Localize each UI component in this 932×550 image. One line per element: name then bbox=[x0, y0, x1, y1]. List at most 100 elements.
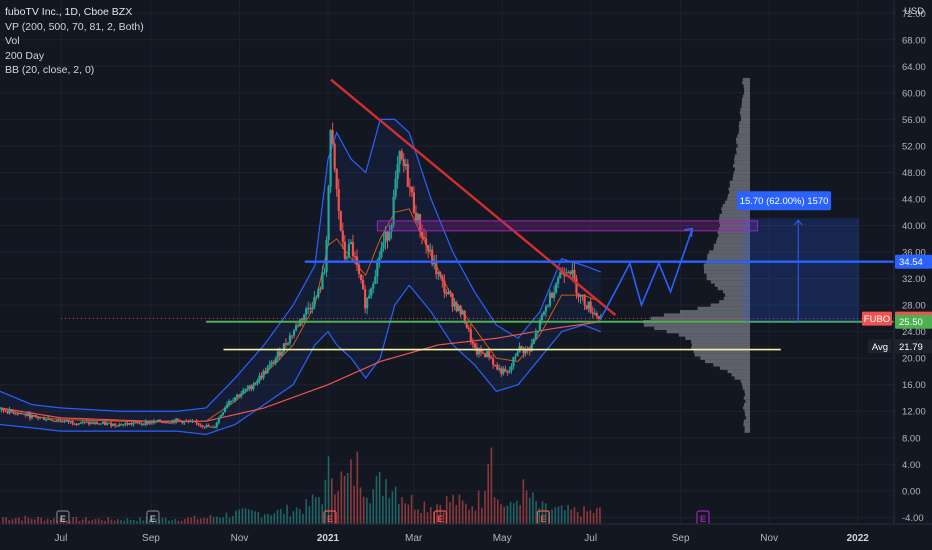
candle-body bbox=[55, 420, 58, 422]
profile-bar bbox=[725, 293, 750, 297]
profile-bar bbox=[743, 422, 750, 427]
volume-bar bbox=[583, 506, 585, 524]
profile-bar bbox=[744, 91, 750, 95]
candle-body bbox=[349, 242, 353, 245]
legend-vp[interactable]: VP (200, 500, 70, 81, 2, Both) bbox=[5, 20, 144, 33]
volume-bar bbox=[85, 517, 87, 524]
candle-body bbox=[187, 421, 190, 423]
profile-bar bbox=[691, 343, 750, 347]
candle-body bbox=[221, 412, 225, 416]
profile-bar bbox=[718, 227, 750, 231]
candle-body bbox=[51, 419, 54, 422]
profile-bar bbox=[738, 124, 750, 128]
candle-body bbox=[130, 422, 133, 425]
candle-body bbox=[144, 421, 147, 425]
candle-body bbox=[252, 385, 255, 390]
profile-bar bbox=[743, 402, 750, 407]
candle-body bbox=[305, 308, 308, 315]
candle-body bbox=[339, 211, 342, 231]
candle-body bbox=[262, 371, 265, 378]
candle-body bbox=[266, 367, 269, 374]
volume-bar bbox=[477, 490, 480, 524]
volume-bar bbox=[81, 519, 84, 524]
candle-body bbox=[4, 410, 7, 412]
profile-bar bbox=[729, 180, 750, 185]
legend-symbol[interactable]: fuboTV Inc., 1D, Cboe BZX bbox=[5, 6, 133, 18]
volume-bar bbox=[276, 509, 279, 524]
candle-body bbox=[95, 422, 99, 425]
volume-bar bbox=[152, 520, 154, 524]
price-tag-value: 34.54 bbox=[899, 257, 923, 268]
price-axis: -4.00 0.00 4.00 8.00 12.00 16.00 20.00 24.00 28.… bbox=[862, 0, 932, 550]
candle-body bbox=[79, 422, 82, 424]
candle-body bbox=[128, 422, 131, 425]
candle-body bbox=[567, 271, 570, 273]
candle-body bbox=[286, 343, 290, 345]
candle-body bbox=[477, 348, 481, 355]
profile-bar bbox=[691, 339, 750, 344]
volume-bar bbox=[251, 510, 253, 524]
candle-body bbox=[487, 351, 491, 358]
candle-body bbox=[85, 421, 88, 423]
volume-bar bbox=[436, 504, 438, 524]
legend-volume[interactable]: Vol bbox=[5, 35, 20, 47]
volume-bar bbox=[203, 518, 205, 524]
profile-bar bbox=[654, 326, 750, 330]
volume-bar bbox=[139, 517, 141, 524]
profile-bar bbox=[733, 170, 750, 175]
candle-body bbox=[26, 413, 29, 416]
volume-bar bbox=[238, 509, 240, 524]
candle-body bbox=[561, 272, 564, 274]
candle-body bbox=[512, 357, 515, 366]
measure-box bbox=[743, 218, 860, 323]
volume-bar bbox=[343, 475, 346, 524]
candle-body bbox=[323, 271, 326, 274]
legend-bb[interactable]: BB (20, close, 2, 0) bbox=[5, 64, 95, 76]
candle-body bbox=[376, 260, 379, 277]
candle-body bbox=[30, 414, 34, 419]
volume-bar bbox=[177, 520, 180, 524]
profile-bar bbox=[721, 207, 750, 211]
price-tag-value: 25.50 bbox=[899, 317, 923, 328]
volume-bar bbox=[200, 518, 202, 524]
candle-body bbox=[152, 420, 155, 424]
earnings-label: E bbox=[540, 514, 546, 524]
profile-bar bbox=[706, 276, 750, 281]
volume-bar bbox=[557, 506, 560, 524]
candle-body bbox=[530, 343, 533, 352]
candle-body bbox=[329, 130, 332, 187]
candle-body bbox=[71, 421, 74, 424]
candle-body bbox=[418, 213, 422, 232]
profile-bar bbox=[685, 336, 750, 340]
candle-body bbox=[392, 196, 395, 225]
candle-body bbox=[120, 424, 123, 426]
volume-bar bbox=[525, 490, 528, 524]
candle-body bbox=[414, 212, 418, 223]
volume-bar bbox=[452, 494, 454, 524]
volume-bar bbox=[88, 520, 90, 524]
candle-body bbox=[583, 295, 586, 306]
profile-bar bbox=[736, 140, 750, 145]
profile-bar bbox=[729, 184, 750, 188]
candle-body bbox=[479, 348, 483, 353]
volume-bar bbox=[133, 520, 135, 524]
volume-bar bbox=[528, 497, 531, 524]
legend-200-day[interactable]: 200 Day bbox=[5, 49, 45, 62]
candle-body bbox=[225, 404, 229, 408]
profile-bar bbox=[744, 429, 750, 433]
candle-body bbox=[59, 420, 62, 422]
profile-bar bbox=[703, 263, 750, 267]
price-tick: 52.00 bbox=[902, 141, 926, 152]
candle-body bbox=[408, 186, 411, 188]
candle-body bbox=[579, 294, 582, 298]
volume-bar bbox=[75, 516, 78, 524]
candle-body bbox=[63, 420, 66, 423]
profile-bar bbox=[703, 266, 750, 271]
profile-bar bbox=[734, 157, 750, 161]
volume-bar bbox=[506, 505, 509, 524]
candle-body bbox=[256, 381, 259, 384]
candle-body bbox=[335, 169, 338, 189]
candle-body bbox=[299, 319, 302, 327]
profile-bar bbox=[643, 323, 750, 327]
